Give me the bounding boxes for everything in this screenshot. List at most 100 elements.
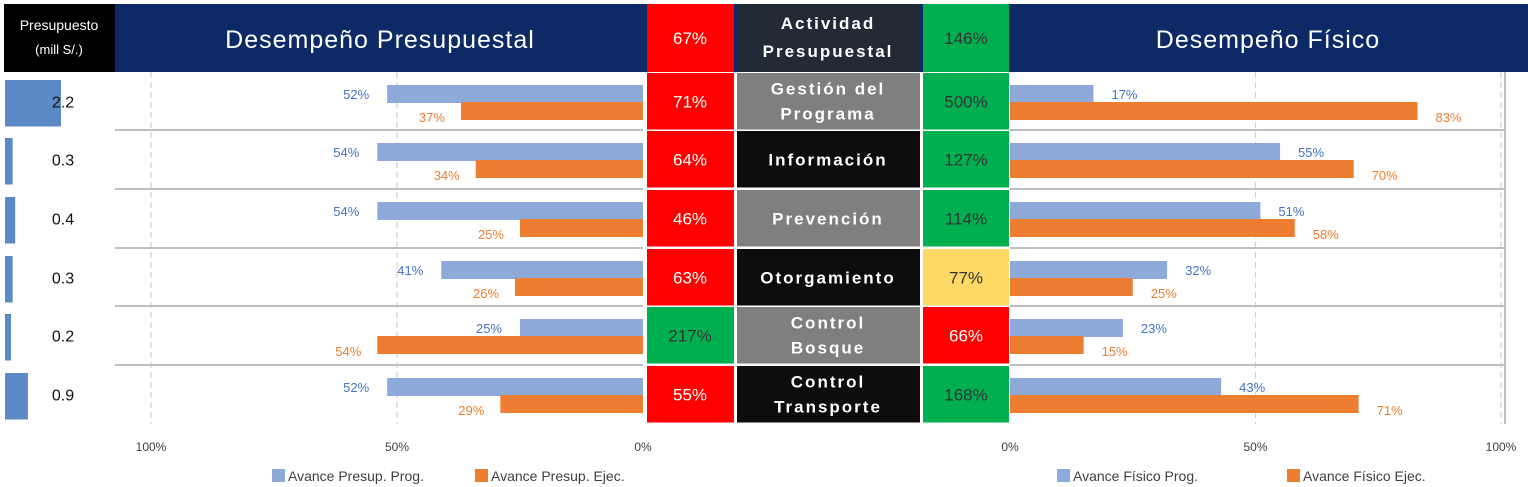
activity-label: Gestión del — [771, 79, 886, 98]
budget-bar — [5, 256, 13, 303]
bar-presup-prog — [377, 202, 643, 220]
budget-ratio-label: 217% — [668, 326, 711, 345]
label-presup-ejec: 25% — [478, 227, 504, 242]
legend-swatch — [272, 469, 285, 482]
bar-fisico-prog — [1010, 85, 1094, 103]
budget-ratio-label: 63% — [673, 268, 707, 287]
legend-swatch — [1057, 469, 1070, 482]
bar-presup-ejec — [500, 395, 643, 413]
label-fisico-prog: 17% — [1111, 87, 1137, 102]
label-fisico-prog: 55% — [1298, 145, 1324, 160]
activity-cell — [737, 73, 920, 130]
bar-fisico-prog — [1010, 143, 1281, 161]
activity-cell — [737, 249, 920, 306]
physical-ratio-cell — [923, 131, 1009, 188]
bar-fisico-prog — [1010, 261, 1168, 279]
bar-fisico-ejec — [1010, 102, 1418, 120]
budget-header-cell — [4, 4, 115, 72]
bar-presup-prog — [387, 85, 643, 103]
budget-ratio-label: 46% — [673, 209, 707, 228]
left-panel-title: Desempeño Presupuestal — [225, 26, 535, 54]
label-fisico-prog: 23% — [1141, 321, 1167, 336]
bar-presup-prog — [387, 378, 643, 396]
label-fisico-ejec: 70% — [1372, 168, 1398, 183]
activity-label: Control — [791, 313, 865, 332]
bar-fisico-ejec — [1010, 278, 1133, 296]
budget-ratio-cell — [647, 190, 734, 247]
ratio-table: 67% Actividad Presupuestal 146% 71% Gestión d… — [647, 4, 1009, 423]
budget-ratio-cell — [647, 307, 734, 364]
activity-cell — [737, 307, 920, 364]
bar-presup-ejec — [475, 160, 643, 178]
physical-ratio-label: 127% — [944, 150, 987, 169]
legend-label: Avance Presup. Prog. — [288, 468, 424, 484]
label-fisico-ejec: 71% — [1377, 403, 1403, 418]
label-presup-prog: 41% — [397, 263, 423, 278]
bar-series: 2.2 52% 37% 17% 83% 0.3 54% 34% 55% 70% 0.4 54% 25% 5… — [5, 80, 1462, 420]
bar-fisico-prog — [1010, 202, 1261, 220]
budget-ratio-cell — [647, 131, 734, 188]
bar-fisico-ejec — [1010, 336, 1084, 354]
physical-ratio-label: 66% — [949, 326, 983, 345]
budget-bar — [5, 373, 28, 420]
physical-ratio-cell — [923, 190, 1009, 247]
bar-presup-ejec — [520, 219, 643, 237]
axis-ticks: 100% 50% 0% 0% 50% 100% — [136, 440, 1517, 454]
budget-bar — [5, 80, 61, 127]
label-presup-ejec: 54% — [335, 344, 361, 359]
activity-label: Información — [768, 150, 887, 169]
bar-presup-ejec — [377, 336, 643, 354]
label-fisico-ejec: 83% — [1436, 110, 1462, 125]
legend-label: Avance Físico Prog. — [1073, 468, 1198, 484]
left-axis-tick: 0% — [634, 440, 652, 454]
activity-header-line2: Presupuestal — [763, 42, 894, 61]
budget-ratio-cell — [647, 73, 734, 130]
activity-header-line1: Actividad — [781, 14, 876, 33]
budget-ratio-label: 55% — [673, 385, 707, 404]
budget-ratio-cell — [647, 366, 734, 423]
label-presup-ejec: 26% — [473, 286, 499, 301]
physical-ratio-label: 77% — [949, 268, 983, 287]
label-presup-ejec: 29% — [458, 403, 484, 418]
budget-value: 0.9 — [52, 387, 74, 404]
budget-bar — [5, 138, 13, 185]
budget-ratio-label: 64% — [673, 150, 707, 169]
legend-swatch — [475, 469, 488, 482]
label-presup-ejec: 37% — [419, 110, 445, 125]
physical-ratio-cell — [923, 73, 1009, 130]
label-fisico-prog: 32% — [1185, 263, 1211, 278]
label-fisico-ejec: 25% — [1151, 286, 1177, 301]
bar-fisico-prog — [1010, 378, 1222, 396]
budget-value: 0.3 — [52, 270, 74, 287]
activity-label: Otorgamiento — [760, 268, 895, 287]
label-presup-prog: 54% — [333, 204, 359, 219]
activity-header-cell — [737, 4, 920, 72]
budget-value: 2.2 — [52, 94, 74, 111]
bar-presup-ejec — [515, 278, 643, 296]
right-axis-tick: 100% — [1486, 440, 1517, 454]
physical-ratio-cell — [923, 366, 1009, 423]
budget-bar — [5, 314, 11, 361]
left-axis-tick: 50% — [385, 440, 409, 454]
budget-header-unit: (mill S/.) — [35, 42, 83, 57]
label-fisico-prog: 43% — [1239, 380, 1265, 395]
label-presup-prog: 25% — [476, 321, 502, 336]
label-presup-prog: 52% — [343, 380, 369, 395]
budget-value: 0.4 — [52, 211, 74, 228]
budget-value: 0.2 — [52, 328, 74, 345]
physical-ratio-label: 114% — [945, 209, 987, 228]
physical-ratio-cell — [923, 249, 1009, 306]
right-axis-tick: 50% — [1243, 440, 1267, 454]
activity-label: Transporte — [774, 397, 882, 416]
activity-cell — [737, 366, 920, 423]
label-fisico-ejec: 15% — [1102, 344, 1128, 359]
legend-label: Avance Físico Ejec. — [1303, 468, 1426, 484]
bar-presup-prog — [377, 143, 643, 161]
physical-ratio-label: 168% — [944, 385, 987, 404]
activity-cell — [737, 190, 920, 247]
budget-bar — [5, 197, 16, 244]
activity-label: Programa — [780, 104, 875, 123]
bar-fisico-ejec — [1010, 395, 1359, 413]
label-presup-prog: 54% — [333, 145, 359, 160]
